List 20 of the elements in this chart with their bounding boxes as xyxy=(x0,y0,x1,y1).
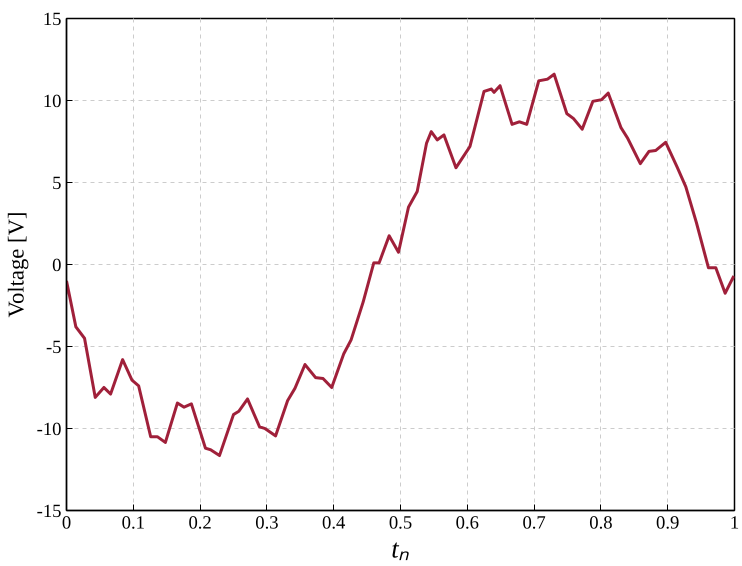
x-tick-label: 0.9 xyxy=(656,512,680,534)
x-tick-label: 0.5 xyxy=(388,512,412,534)
x-tick-label: 0.1 xyxy=(122,512,145,534)
y-tick-label: 5 xyxy=(52,173,62,194)
y-tick-label: -15 xyxy=(36,501,62,522)
y-axis-title: Voltage [V] xyxy=(4,212,29,318)
y-tick-label: 15 xyxy=(42,9,62,30)
line-series xyxy=(66,72,734,458)
x-tick-label: 0.2 xyxy=(188,512,212,534)
x-tick-label: 0.8 xyxy=(589,512,613,534)
x-tick-label: 0.3 xyxy=(255,512,279,534)
x-tick-label: 0.7 xyxy=(522,512,546,534)
x-tick-label: 0.6 xyxy=(456,512,479,534)
y-tick-label: -10 xyxy=(36,419,62,440)
x-tick-label: 1 xyxy=(730,512,740,534)
y-tick-label: 10 xyxy=(42,91,62,112)
x-axis-title: tₙ xyxy=(391,534,410,564)
y-tick-label: -5 xyxy=(46,337,62,358)
y-tick-label: 0 xyxy=(52,255,62,276)
x-tick-label: 0.4 xyxy=(322,512,346,534)
